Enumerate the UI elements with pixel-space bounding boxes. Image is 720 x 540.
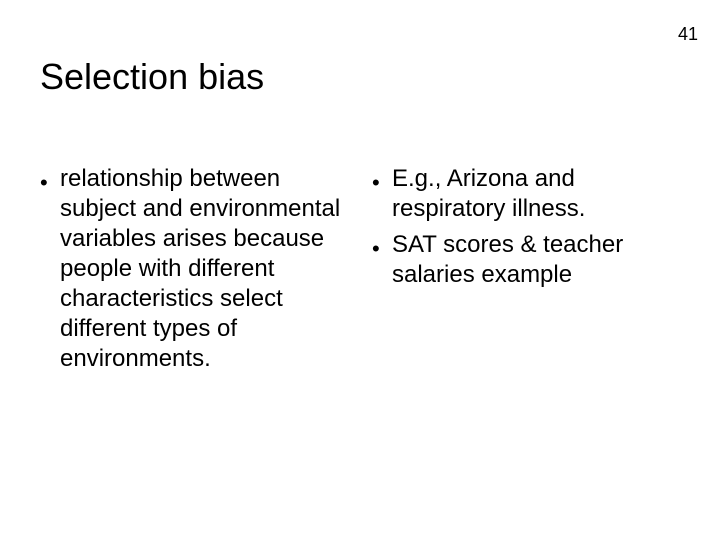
bullet-icon bbox=[372, 230, 392, 260]
right-column: E.g., Arizona and respiratory illness. S… bbox=[372, 164, 688, 380]
list-item-text: relationship between subject and environ… bbox=[60, 164, 356, 374]
list-item-text: SAT scores & teacher salaries example bbox=[392, 230, 688, 290]
list-item: relationship between subject and environ… bbox=[40, 164, 356, 374]
list-item: SAT scores & teacher salaries example bbox=[372, 230, 688, 290]
left-column: relationship between subject and environ… bbox=[40, 164, 356, 380]
list-item-text: E.g., Arizona and respiratory illness. bbox=[392, 164, 688, 224]
columns: relationship between subject and environ… bbox=[40, 164, 688, 380]
list-item: E.g., Arizona and respiratory illness. bbox=[372, 164, 688, 224]
slide-title: Selection bias bbox=[40, 56, 264, 98]
slide: 41 Selection bias relationship between s… bbox=[0, 0, 720, 540]
bullet-icon bbox=[40, 164, 60, 194]
bullet-icon bbox=[372, 164, 392, 194]
page-number: 41 bbox=[678, 24, 698, 45]
